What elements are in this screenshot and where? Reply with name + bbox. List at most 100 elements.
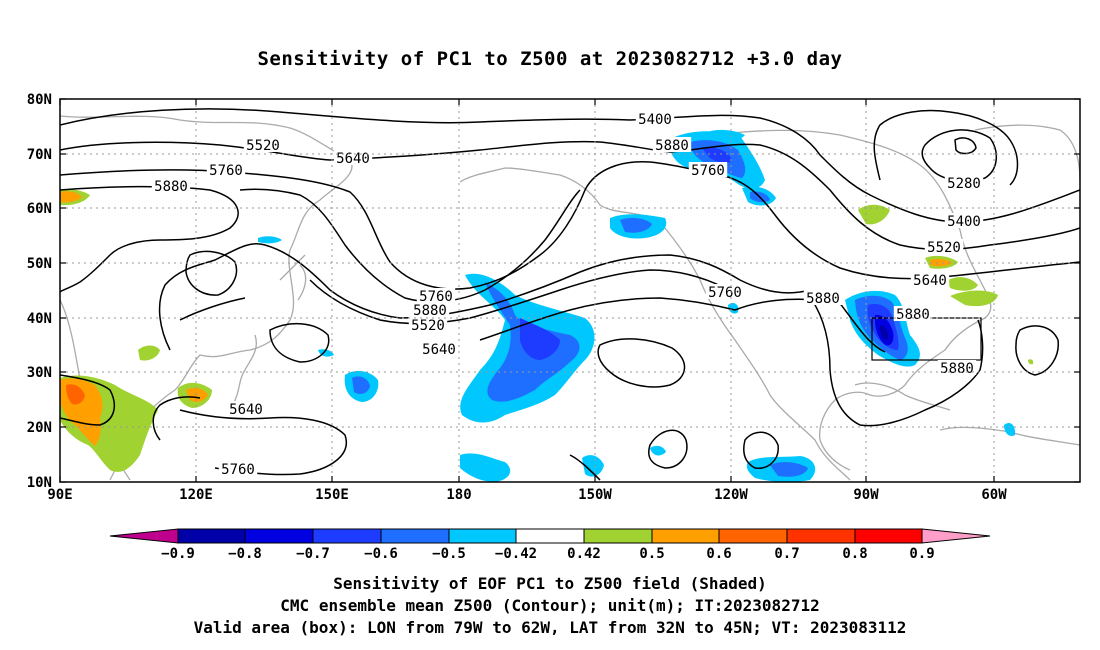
svg-text:5760: 5760 xyxy=(691,163,725,179)
colorbar-bin xyxy=(312,528,382,544)
colorbar-label: 0.8 xyxy=(842,546,867,562)
colorbar-bin xyxy=(718,528,788,544)
colorbar-label: 0.7 xyxy=(774,546,799,562)
svg-text:5760: 5760 xyxy=(419,289,453,305)
sensitivity-shading xyxy=(60,129,1034,482)
colorbar-label: −0.5 xyxy=(432,546,466,562)
latitude-label: 50N xyxy=(27,256,52,272)
colorbar-label: −0.9 xyxy=(161,546,195,562)
contour-label: 5760 xyxy=(218,461,258,478)
longitude-label: 150E xyxy=(315,487,349,503)
contour-label: 5400 xyxy=(635,111,675,128)
svg-text:5640: 5640 xyxy=(336,151,370,167)
longitude-label: 120W xyxy=(714,487,748,503)
colorbar-bin xyxy=(651,528,720,544)
latitude-label: 70N xyxy=(27,147,52,163)
contour-label: 5280 xyxy=(944,175,984,192)
contour-label: 5400 xyxy=(944,213,984,230)
longitude-labels: 90E 120E 150E 180 150W 120W 90W 60W xyxy=(47,487,1007,503)
contour-label: 5760 xyxy=(206,162,246,179)
svg-text:5520: 5520 xyxy=(411,318,445,334)
colorbar-bin xyxy=(515,528,585,544)
contour-label: 5760 xyxy=(416,288,456,305)
svg-text:5760: 5760 xyxy=(221,462,255,478)
colorbar-bin xyxy=(177,528,246,544)
colorbar-min-triangle xyxy=(109,528,179,544)
svg-text:5880: 5880 xyxy=(154,179,188,195)
contour-label: 5880 xyxy=(151,178,191,195)
svg-text:5400: 5400 xyxy=(947,214,981,230)
longitude-label: 60W xyxy=(981,487,1007,503)
svg-text:5880: 5880 xyxy=(806,291,840,307)
contour-label: 5640 xyxy=(226,401,266,418)
colorbar-bin xyxy=(583,528,653,544)
footer-line-contour: CMC ensemble mean Z500 (Contour); unit(m… xyxy=(280,596,820,615)
contour-label: 5880 xyxy=(937,360,977,377)
svg-text:5520: 5520 xyxy=(246,138,280,154)
contour-label: 5880 xyxy=(410,302,450,319)
contour-label: 5520 xyxy=(408,317,448,334)
colorbar-label: −0.42 xyxy=(495,546,537,562)
colorbar-max-triangle xyxy=(921,528,991,544)
contour-label: 5760 xyxy=(688,162,728,179)
contour-label: 5520 xyxy=(924,239,964,256)
colorbar-label: −0.7 xyxy=(296,546,330,562)
contour-label: 5640 xyxy=(910,272,950,289)
latitude-label: 60N xyxy=(27,201,52,217)
longitude-label: 90W xyxy=(853,487,879,503)
colorbar-labels: −0.9 −0.8 −0.7 −0.6 −0.5 −0.42 0.42 0.5 0.6 0.7 0.… xyxy=(161,546,935,562)
contour-label: 5520 xyxy=(243,137,283,154)
svg-text:5760: 5760 xyxy=(209,163,243,179)
svg-text:5880: 5880 xyxy=(940,361,974,377)
svg-text:5640: 5640 xyxy=(422,342,456,358)
contour-label: 5640 xyxy=(333,150,373,167)
colorbar-bin xyxy=(380,528,450,544)
longitude-label: 180 xyxy=(446,487,471,503)
svg-text:5520: 5520 xyxy=(927,240,961,256)
latitude-label: 80N xyxy=(27,92,52,108)
longitude-label: 150W xyxy=(578,487,612,503)
footer-caption: Sensitivity of EOF PC1 to Z500 field (Sh… xyxy=(0,573,1100,639)
svg-text:5880: 5880 xyxy=(655,138,689,154)
svg-text:5400: 5400 xyxy=(638,112,672,128)
latitude-label: 40N xyxy=(27,311,52,327)
colorbar-bin xyxy=(786,528,856,544)
colorbar xyxy=(109,528,991,544)
svg-text:5280: 5280 xyxy=(947,176,981,192)
colorbar-bin xyxy=(854,528,923,544)
svg-text:5640: 5640 xyxy=(913,273,947,289)
colorbar-label: 0.42 xyxy=(567,546,601,562)
svg-text:5880: 5880 xyxy=(896,307,930,323)
colorbar-bin xyxy=(244,528,314,544)
latitude-label: 10N xyxy=(27,475,52,491)
svg-text:5880: 5880 xyxy=(413,303,447,319)
colorbar-bin xyxy=(448,528,517,544)
map-frame xyxy=(59,98,1081,483)
longitude-label: 90E xyxy=(47,487,72,503)
contour-label: 5760 xyxy=(705,284,745,301)
colorbar-label: −0.6 xyxy=(364,546,398,562)
latitude-label: 30N xyxy=(27,365,52,381)
longitude-label: 120E xyxy=(179,487,213,503)
contour-label: 5880 xyxy=(803,290,843,307)
colorbar-label: 0.5 xyxy=(639,546,664,562)
svg-text:5640: 5640 xyxy=(229,402,263,418)
svg-text:5760: 5760 xyxy=(708,285,742,301)
contour-label: 5640 xyxy=(419,341,459,358)
latitude-labels: 80N 70N 60N 50N 40N 30N 20N 10N xyxy=(27,92,52,491)
axis-ticks xyxy=(59,98,1080,483)
contour-label: 5880 xyxy=(893,306,933,323)
footer-line-valid-area: Valid area (box): LON from 79W to 62W, L… xyxy=(193,618,907,637)
footer-line-shaded: Sensitivity of EOF PC1 to Z500 field (Sh… xyxy=(333,574,767,593)
colorbar-label: 0.6 xyxy=(706,546,731,562)
gridlines xyxy=(60,99,1080,482)
colorbar-label: −0.8 xyxy=(228,546,262,562)
colorbar-label: 0.9 xyxy=(909,546,934,562)
map-title: Sensitivity of PC1 to Z500 at 2023082712… xyxy=(257,48,843,70)
contour-label: 5880 xyxy=(652,137,692,154)
z500-contours xyxy=(60,108,1080,481)
latitude-label: 20N xyxy=(27,420,52,436)
map-plot-area xyxy=(60,108,1080,482)
